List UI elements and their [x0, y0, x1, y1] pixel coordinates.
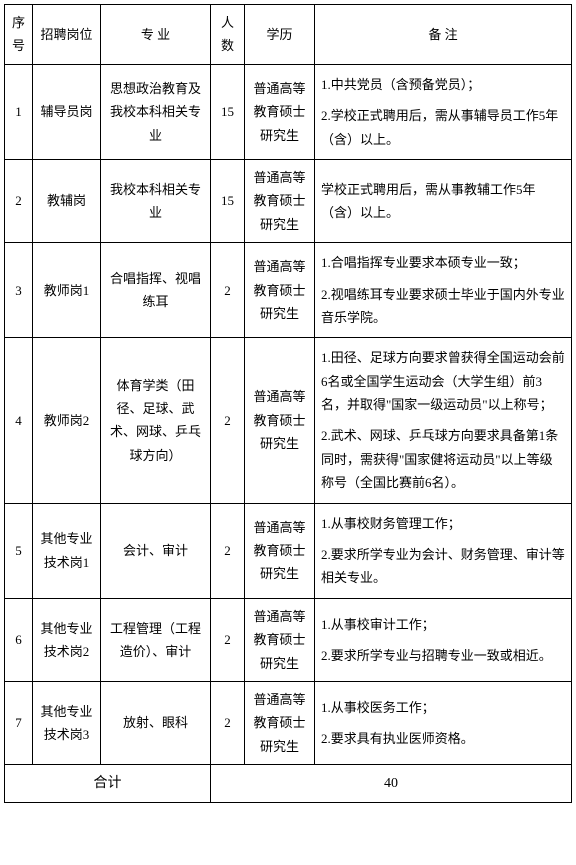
header-note: 备 注 — [315, 5, 572, 65]
table-row: 2教辅岗我校本科相关专业15普通高等教育硕士研究生学校正式聘用后，需从事教辅工作… — [5, 159, 572, 242]
cell-seq: 7 — [5, 681, 33, 764]
cell-position: 辅导员岗 — [33, 64, 101, 159]
note-line: 学校正式聘用后，需从事教辅工作5年（含）以上。 — [321, 178, 565, 225]
note-line: 1.从事校审计工作； — [321, 613, 565, 636]
cell-education: 普通高等教育硕士研究生 — [245, 159, 315, 242]
cell-count: 2 — [211, 681, 245, 764]
cell-seq: 1 — [5, 64, 33, 159]
cell-major: 思想政治教育及我校本科相关专业 — [101, 64, 211, 159]
cell-major: 工程管理（工程造价）、审计 — [101, 598, 211, 681]
cell-note: 1.中共党员（含预备党员）； 2.学校正式聘用后，需从事辅导员工作5年（含）以上。 — [315, 64, 572, 159]
cell-position: 其他专业技术岗3 — [33, 681, 101, 764]
header-position: 招聘岗位 — [33, 5, 101, 65]
note-line: 2.武术、网球、乒乓球方向要求具备第1条同时，需获得"国家健将运动员"以上等级称… — [321, 424, 565, 494]
note-line: 1.从事校财务管理工作； — [321, 512, 565, 535]
cell-major: 我校本科相关专业 — [101, 159, 211, 242]
recruitment-table: 序号 招聘岗位 专 业 人数 学历 备 注 1辅导员岗思想政治教育及我校本科相关… — [4, 4, 572, 803]
header-major: 专 业 — [101, 5, 211, 65]
cell-education: 普通高等教育硕士研究生 — [245, 681, 315, 764]
total-value: 40 — [211, 765, 572, 803]
cell-position: 其他专业技术岗2 — [33, 598, 101, 681]
cell-education: 普通高等教育硕士研究生 — [245, 598, 315, 681]
note-line: 1.田径、足球方向要求曾获得全国运动会前6名或全国学生运动会（大学生组）前3名，… — [321, 346, 565, 416]
cell-note: 1.合唱指挥专业要求本硕专业一致； 2.视唱练耳专业要求硕士毕业于国内外专业音乐学… — [315, 243, 572, 338]
cell-seq: 2 — [5, 159, 33, 242]
header-education: 学历 — [245, 5, 315, 65]
note-line: 1.合唱指挥专业要求本硕专业一致； — [321, 251, 565, 274]
header-seq: 序号 — [5, 5, 33, 65]
cell-seq: 4 — [5, 338, 33, 503]
cell-major: 合唱指挥、视唱练耳 — [101, 243, 211, 338]
total-row: 合计 40 — [5, 765, 572, 803]
cell-note: 1.从事校审计工作； 2.要求所学专业与招聘专业一致或相近。 — [315, 598, 572, 681]
table-row: 4教师岗2体育学类（田径、足球、武术、网球、乒乓球方向）2普通高等教育硕士研究生… — [5, 338, 572, 503]
table-row: 3教师岗1合唱指挥、视唱练耳2普通高等教育硕士研究生1.合唱指挥专业要求本硕专业… — [5, 243, 572, 338]
cell-seq: 6 — [5, 598, 33, 681]
cell-count: 15 — [211, 64, 245, 159]
cell-count: 2 — [211, 338, 245, 503]
cell-position: 教师岗1 — [33, 243, 101, 338]
table-header-row: 序号 招聘岗位 专 业 人数 学历 备 注 — [5, 5, 572, 65]
note-line: 2.要求具有执业医师资格。 — [321, 727, 565, 750]
cell-count: 15 — [211, 159, 245, 242]
cell-note: 学校正式聘用后，需从事教辅工作5年（含）以上。 — [315, 159, 572, 242]
cell-major: 会计、审计 — [101, 503, 211, 598]
cell-note: 1.从事校财务管理工作； 2.要求所学专业为会计、财务管理、审计等相关专业。 — [315, 503, 572, 598]
cell-education: 普通高等教育硕士研究生 — [245, 64, 315, 159]
cell-position: 其他专业技术岗1 — [33, 503, 101, 598]
header-count: 人数 — [211, 5, 245, 65]
cell-note: 1.从事校医务工作； 2.要求具有执业医师资格。 — [315, 681, 572, 764]
note-line: 2.要求所学专业与招聘专业一致或相近。 — [321, 644, 565, 667]
cell-seq: 5 — [5, 503, 33, 598]
cell-position: 教辅岗 — [33, 159, 101, 242]
table-row: 5其他专业技术岗1会计、审计2普通高等教育硕士研究生 1.从事校财务管理工作； 2.… — [5, 503, 572, 598]
cell-count: 2 — [211, 503, 245, 598]
table-row: 1辅导员岗思想政治教育及我校本科相关专业15普通高等教育硕士研究生1.中共党员（… — [5, 64, 572, 159]
note-line: 2.学校正式聘用后，需从事辅导员工作5年（含）以上。 — [321, 104, 565, 151]
total-label: 合计 — [5, 765, 211, 803]
table-row: 6其他专业技术岗2工程管理（工程造价）、审计2普通高等教育硕士研究生1.从事校审… — [5, 598, 572, 681]
table-row: 7其他专业技术岗3放射、眼科2普通高等教育硕士研究生 1.从事校医务工作； 2.要求… — [5, 681, 572, 764]
note-line: 1.从事校医务工作； — [321, 696, 565, 719]
cell-major: 放射、眼科 — [101, 681, 211, 764]
cell-note: 1.田径、足球方向要求曾获得全国运动会前6名或全国学生运动会（大学生组）前3名，… — [315, 338, 572, 503]
note-line: 2.视唱练耳专业要求硕士毕业于国内外专业音乐学院。 — [321, 283, 565, 330]
note-line: 2.要求所学专业为会计、财务管理、审计等相关专业。 — [321, 543, 565, 590]
cell-major: 体育学类（田径、足球、武术、网球、乒乓球方向） — [101, 338, 211, 503]
cell-education: 普通高等教育硕士研究生 — [245, 338, 315, 503]
cell-education: 普通高等教育硕士研究生 — [245, 243, 315, 338]
cell-education: 普通高等教育硕士研究生 — [245, 503, 315, 598]
cell-count: 2 — [211, 243, 245, 338]
cell-seq: 3 — [5, 243, 33, 338]
note-line: 1.中共党员（含预备党员）； — [321, 73, 565, 96]
cell-position: 教师岗2 — [33, 338, 101, 503]
cell-count: 2 — [211, 598, 245, 681]
